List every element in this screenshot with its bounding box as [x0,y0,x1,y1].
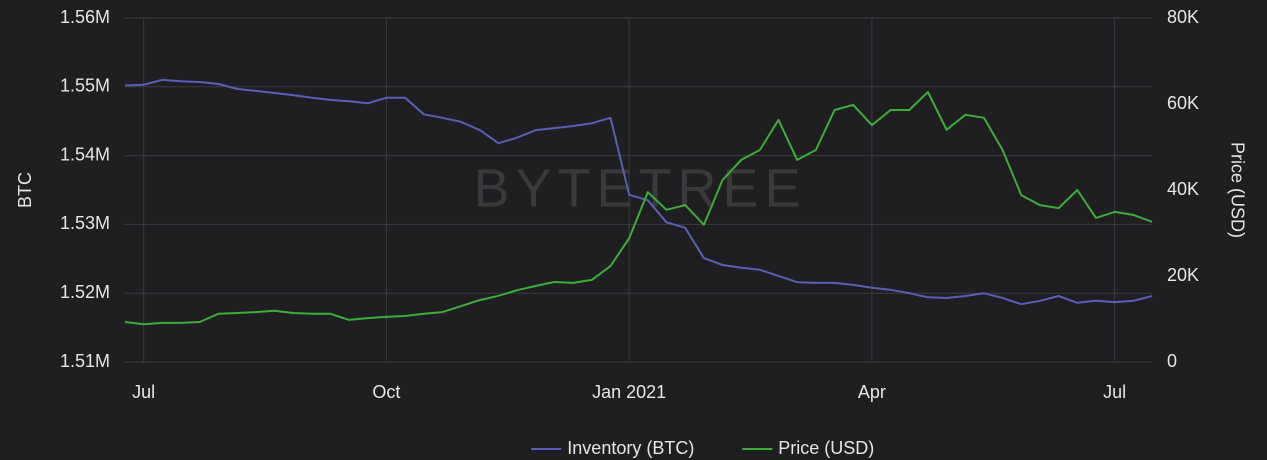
y-tick-label: 1.54M [60,144,110,164]
x-tick-label: Jul [1103,382,1126,402]
legend-label: Inventory (BTC) [567,438,694,458]
y2-tick-label: 40K [1167,179,1199,199]
x-tick-label: Jul [132,382,155,402]
y-tick-label: 1.51M [60,351,110,371]
y-tick-label: 1.53M [60,213,110,233]
x-tick-label: Oct [372,382,400,402]
x-tick-label: Jan 2021 [592,382,666,402]
line-series [124,91,1153,326]
y-tick-label: 1.52M [60,282,110,302]
x-tick-label: Apr [858,382,886,402]
y2-tick-label: 60K [1167,93,1199,113]
y2-tick-label: 0 [1167,351,1177,371]
y2-tick-label: 20K [1167,265,1199,285]
y2-tick-label: 80K [1167,7,1199,27]
legend-label: Price (USD) [778,438,874,458]
y2-axis-label: Price (USD) [1227,142,1247,238]
line-series [124,78,1153,306]
y-axis-label: BTC [15,172,35,208]
y-tick-label: 1.56M [60,7,110,27]
watermark: BYTETREE [473,158,806,218]
y-tick-label: 1.55M [60,76,110,96]
